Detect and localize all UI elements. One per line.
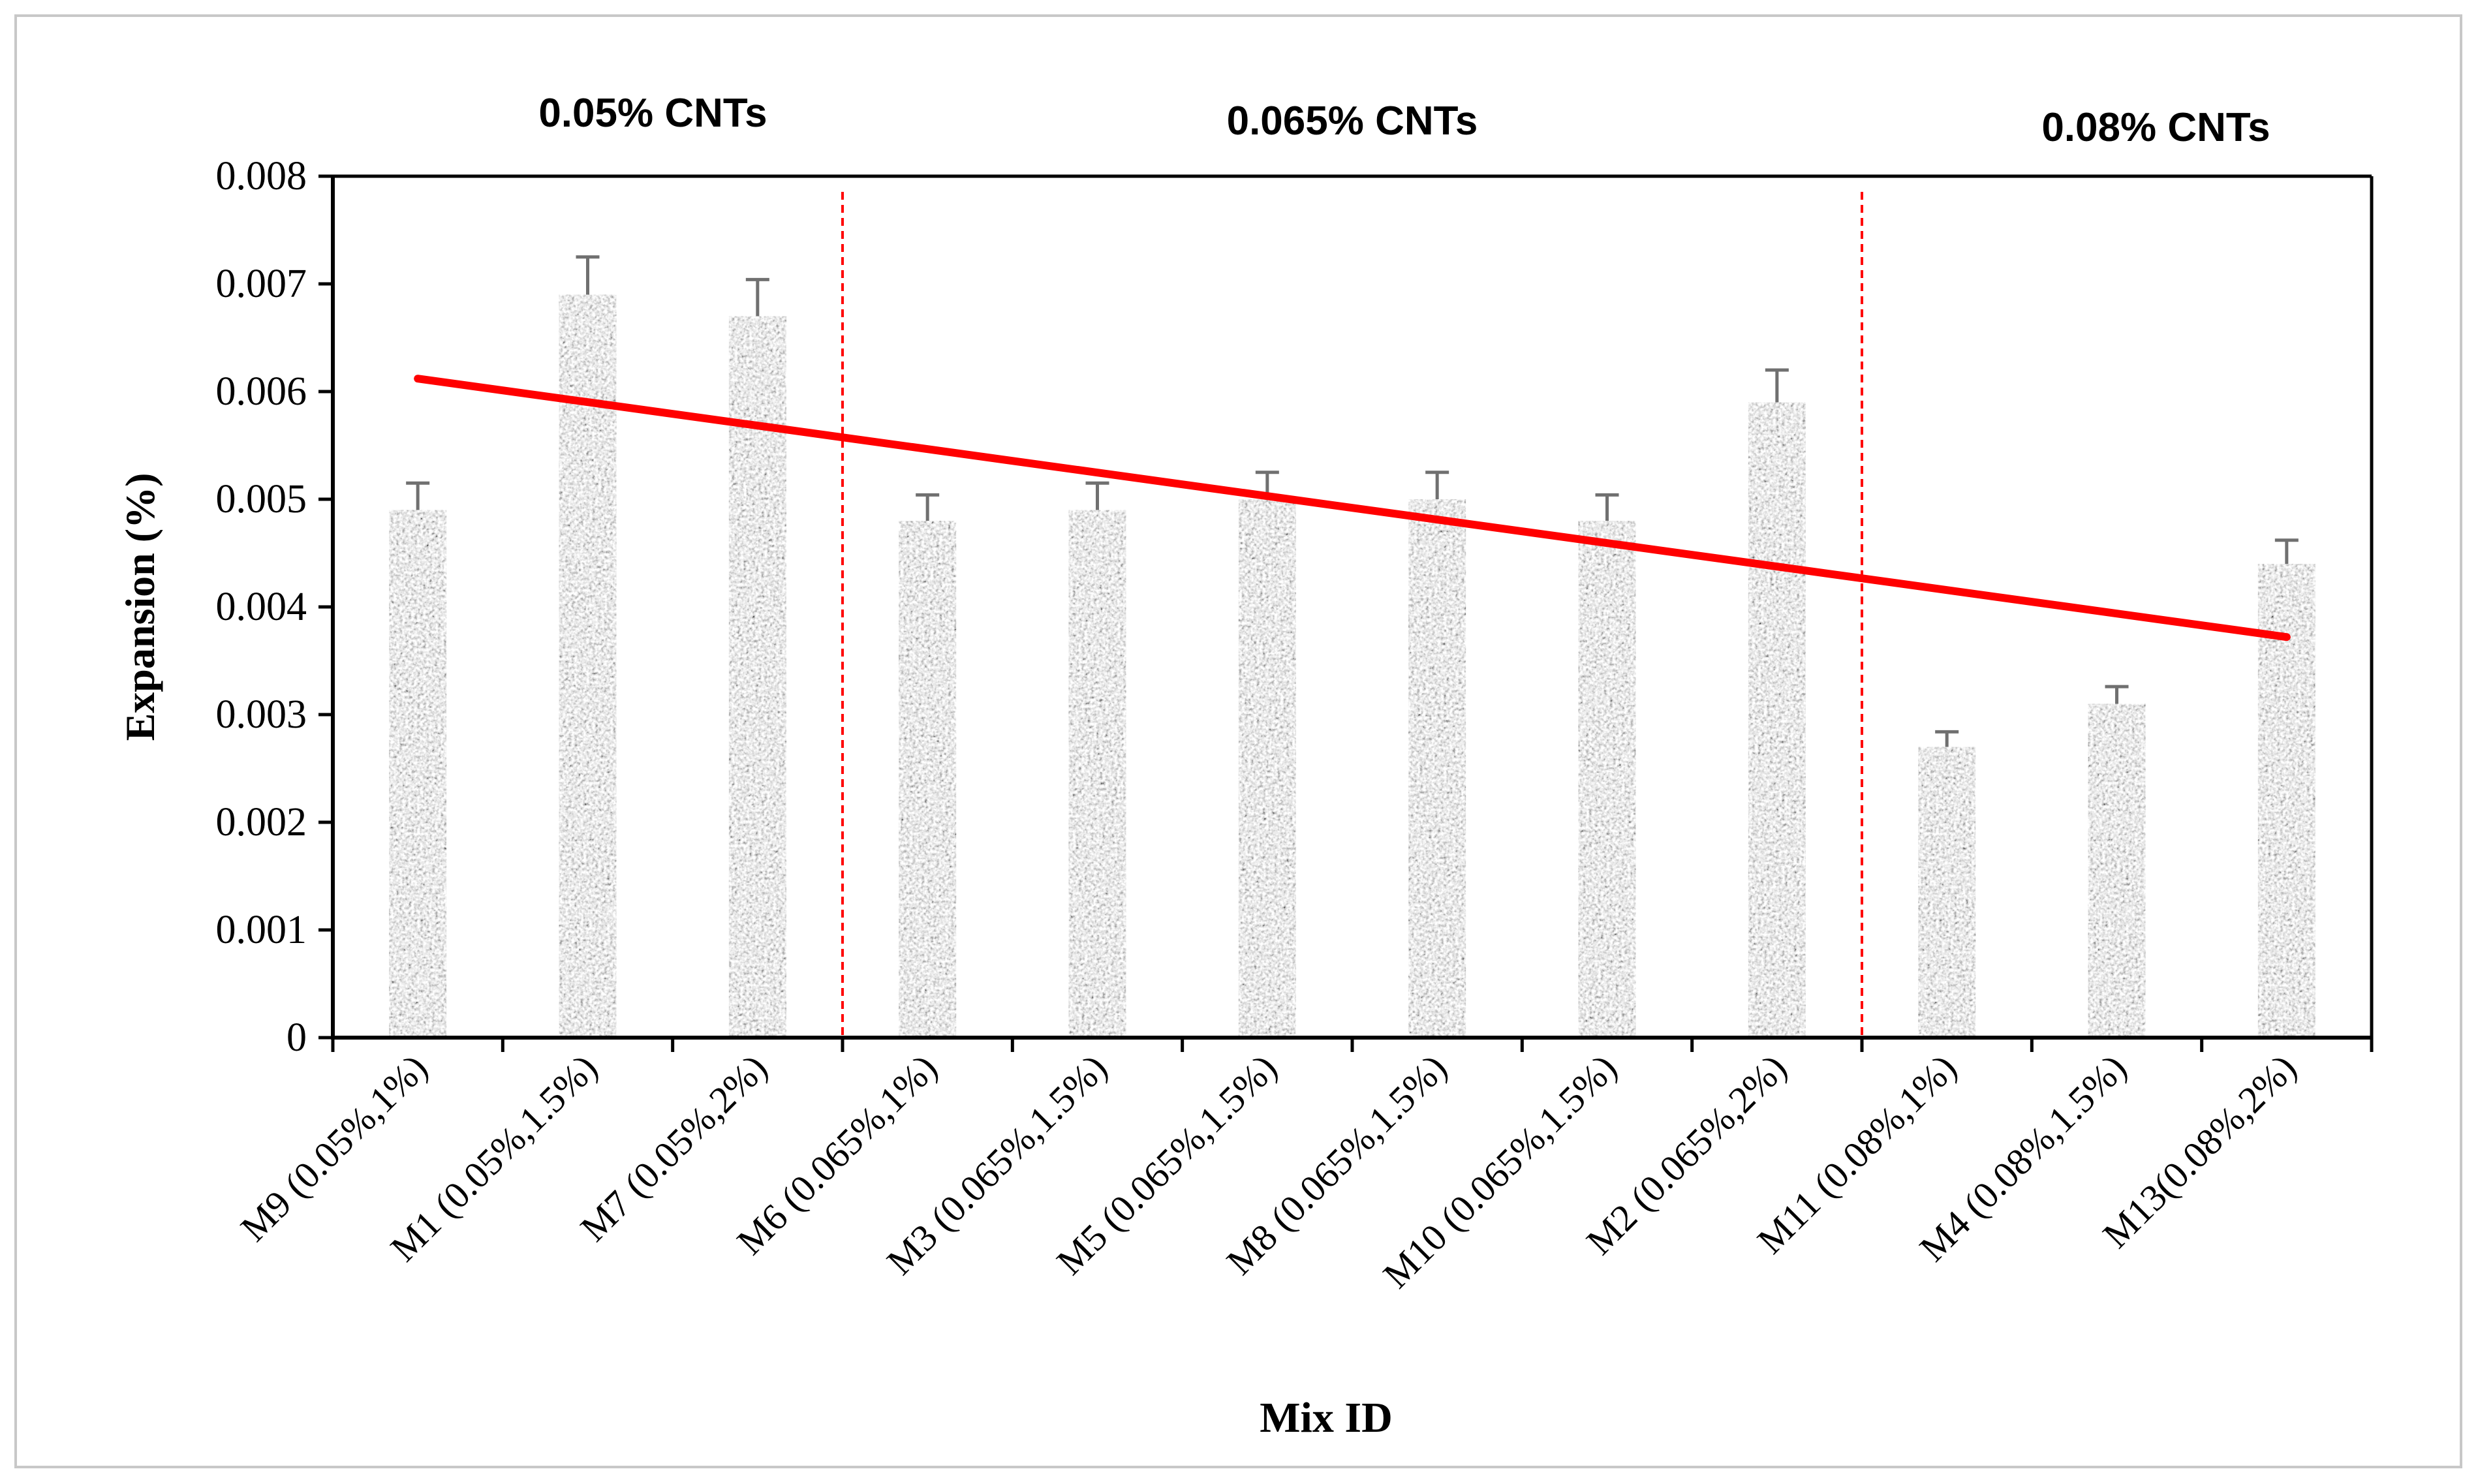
bar-9 — [1748, 402, 1806, 1038]
x-axis-title: Mix ID — [1260, 1394, 1392, 1442]
bar-11 — [2088, 703, 2146, 1038]
error-bar-2 — [576, 255, 600, 295]
bar-3 — [728, 316, 786, 1038]
error-bar-3 — [745, 277, 769, 317]
y-tick-label-7: 0.007 — [216, 262, 307, 306]
error-bar-1 — [406, 481, 430, 510]
y-tick-label-0: 0 — [287, 1015, 307, 1060]
trendline — [414, 375, 2291, 642]
figure-frame: 0 0.001 0.002 0.003 0.004 0.005 0.006 0.007 0.00… — [14, 14, 2462, 1468]
bar-5 — [1068, 510, 1126, 1038]
y-tick-label-6: 0.006 — [216, 369, 307, 414]
bar-4 — [899, 521, 957, 1038]
error-bar-8 — [1595, 493, 1619, 521]
bar-12 — [2257, 564, 2315, 1038]
y-tick-label-5: 0.005 — [216, 477, 307, 521]
y-tick-label-4: 0.004 — [216, 585, 307, 629]
y-tick-label-3: 0.003 — [216, 692, 307, 737]
bar-6 — [1238, 499, 1296, 1038]
error-bar-11 — [2105, 685, 2129, 704]
y-tick-label-8: 0.008 — [216, 154, 307, 198]
y-tick-label-1: 0.001 — [216, 908, 307, 952]
error-bar-7 — [1425, 471, 1449, 499]
group-label-1: 0.05% CNTs — [538, 91, 767, 136]
bar-8 — [1578, 521, 1636, 1038]
group-label-3: 0.08% CNTs — [2041, 105, 2270, 150]
error-bar-10 — [1935, 730, 1959, 747]
error-bar-9 — [1765, 368, 1789, 403]
y-tick-label-2: 0.002 — [216, 800, 307, 844]
group-label-2: 0.065% CNTs — [1227, 99, 1478, 144]
bar-10 — [1918, 747, 1976, 1038]
bar-7 — [1408, 499, 1466, 1038]
bar-2 — [559, 294, 617, 1038]
y-axis-title: Expansion (%) — [117, 473, 163, 741]
error-bar-4 — [916, 493, 940, 521]
bar-1 — [389, 510, 447, 1038]
error-bar-12 — [2274, 538, 2299, 564]
error-bar-5 — [1085, 481, 1109, 510]
expansion-bar-chart: 0 0.001 0.002 0.003 0.004 0.005 0.006 0.007 0.00… — [117, 91, 2374, 1442]
